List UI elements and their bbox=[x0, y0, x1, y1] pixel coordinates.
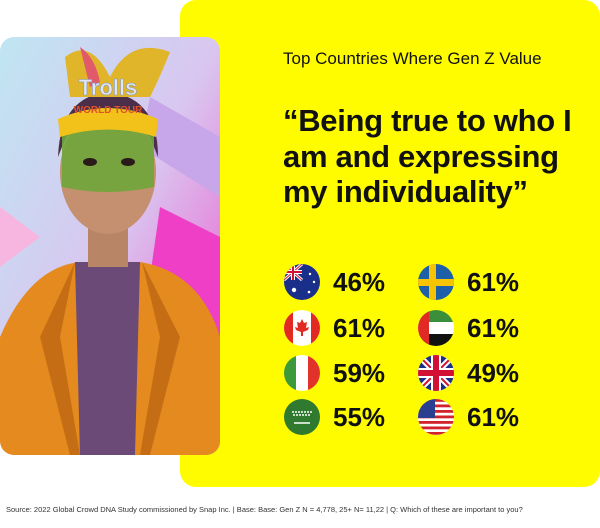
stat-uae: 61% bbox=[418, 310, 519, 346]
heading: Top Countries Where Gen Z Value bbox=[283, 49, 542, 68]
uae-flag-icon bbox=[418, 310, 454, 346]
canada-flag-icon bbox=[284, 310, 320, 346]
stat-value: 59% bbox=[333, 357, 386, 388]
photo-person-trolls-lens: Trolls WORLD TOUR bbox=[0, 37, 220, 455]
source-footnote: Source: 2022 Global Crowd DNA Study comm… bbox=[6, 505, 523, 514]
stat-usa: 61% bbox=[418, 399, 519, 435]
stat-value: 55% bbox=[333, 401, 386, 432]
stat-value: 61% bbox=[467, 266, 520, 297]
stat-value: 61% bbox=[467, 312, 520, 343]
stat-italy: 59% bbox=[284, 355, 385, 391]
stat-saudi-arabia: 55% bbox=[284, 399, 385, 435]
usa-flag-icon bbox=[418, 399, 454, 435]
yellow-panel bbox=[180, 0, 600, 487]
stat-value: 49% bbox=[467, 357, 520, 388]
saudi-arabia-flag-icon bbox=[284, 399, 320, 435]
quote-title: “Being true to who I am and expressing m… bbox=[283, 103, 572, 209]
stat-uk: 49% bbox=[418, 355, 519, 391]
uk-flag-icon bbox=[418, 355, 454, 391]
trolls-logo: Trolls bbox=[79, 75, 138, 100]
stat-value: 61% bbox=[467, 401, 520, 432]
sweden-flag-icon bbox=[418, 264, 454, 300]
stat-sweden: 61% bbox=[418, 264, 519, 300]
australia-flag-icon bbox=[284, 264, 320, 300]
stat-australia: 46% bbox=[284, 264, 385, 300]
stat-canada: 61% bbox=[284, 310, 385, 346]
stat-value: 46% bbox=[333, 266, 386, 297]
stat-value: 61% bbox=[333, 312, 386, 343]
svg-text:WORLD TOUR: WORLD TOUR bbox=[74, 105, 143, 116]
italy-flag-icon bbox=[284, 355, 320, 391]
